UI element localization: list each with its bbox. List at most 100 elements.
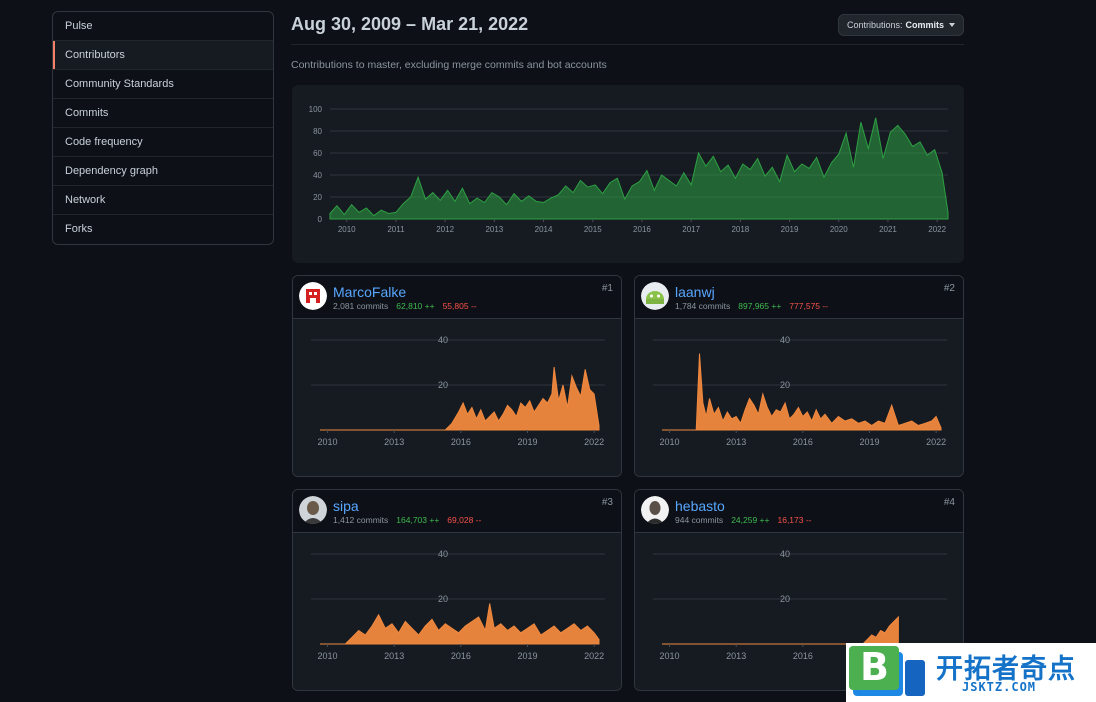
x-tick-label: 2019 xyxy=(517,437,537,447)
chart-subtitle: Contributions to master, excluding merge… xyxy=(291,59,607,71)
contributor-chart[interactable]: 20 40 2010 2013 2016 2019 2022 xyxy=(293,319,621,476)
x-tick-label: 2021 xyxy=(879,225,897,234)
contributor-card: MarcoFalke 2,081 commits 62,810 ++ 55,805 … xyxy=(292,275,622,477)
x-tick-label: 2013 xyxy=(726,437,746,447)
commit-count[interactable]: 1,784 commits xyxy=(675,301,731,311)
x-tick-label: 2019 xyxy=(781,225,799,234)
watermark-title: 开拓者奇点 xyxy=(936,654,1076,685)
contributor-rank: #4 xyxy=(943,497,955,508)
watermark-logo-letter: B xyxy=(860,645,889,689)
x-tick-label: 2022 xyxy=(928,225,946,234)
x-tick-label: 2013 xyxy=(384,651,404,661)
header-divider xyxy=(291,44,964,45)
deletions-count: 777,575 -- xyxy=(789,301,829,311)
x-tick-label: 2019 xyxy=(859,437,879,447)
x-tick-label: 2019 xyxy=(517,651,537,661)
contributor-rank: #1 xyxy=(601,283,613,294)
contributions-prefix: Contributions: xyxy=(846,20,903,30)
contributor-stats: 1,784 commits 897,965 ++ 777,575 -- xyxy=(675,301,828,311)
sidebar-item-contributors[interactable]: Contributors xyxy=(53,41,273,70)
x-tick-label: 2012 xyxy=(436,225,454,234)
y-tick-label: 20 xyxy=(438,380,448,390)
x-tick-label: 2014 xyxy=(535,225,553,234)
series-area xyxy=(329,117,949,220)
y-tick-label: 40 xyxy=(438,549,448,559)
y-tick-label: 20 xyxy=(313,193,322,202)
contributor-rank: #2 xyxy=(943,283,955,294)
contributor-chart-svg: 20 40 2010 2013 2016 2019 2022 xyxy=(311,549,605,661)
y-tick-label: 20 xyxy=(780,594,790,604)
photo-avatar[interactable] xyxy=(641,496,669,524)
sidebar-item-dependency-graph[interactable]: Dependency graph xyxy=(53,157,273,186)
x-tick-label: 2010 xyxy=(338,225,356,234)
contributor-username[interactable]: hebasto xyxy=(675,498,725,514)
contributor-card-header: sipa 1,412 commits 164,703 ++ 69,028 -- #3 xyxy=(293,490,621,533)
x-tick-label: 2010 xyxy=(660,437,680,447)
contributor-username[interactable]: laanwj xyxy=(675,284,715,300)
contributor-chart[interactable]: 20 40 2010 2013 2016 2019 2022 xyxy=(635,319,963,476)
x-tick-label: 2010 xyxy=(318,651,338,661)
x-tick-label: 2022 xyxy=(926,437,946,447)
contributor-chart-svg: 20 40 2010 2013 2016 2019 2022 xyxy=(311,335,605,447)
series-area xyxy=(662,353,942,431)
y-tick-label: 60 xyxy=(313,149,322,158)
additions-count: 24,259 ++ xyxy=(731,515,770,525)
contributor-username[interactable]: MarcoFalke xyxy=(333,284,407,300)
contributor-username[interactable]: sipa xyxy=(333,498,359,514)
red-robot-avatar[interactable] xyxy=(299,282,327,310)
deletions-count: 16,173 -- xyxy=(777,515,812,525)
x-tick-label: 2013 xyxy=(384,437,404,447)
site-watermark: B 开拓者奇点 JSKTZ.COM xyxy=(846,643,1096,702)
sidebar-item-forks[interactable]: Forks xyxy=(65,223,93,235)
x-tick-label: 2016 xyxy=(793,651,813,661)
watermark-logo-icon xyxy=(849,646,925,696)
contributor-card-header: laanwj 1,784 commits 897,965 ++ 777,575 --… xyxy=(635,276,963,319)
contributor-chart-svg: 20 40 2010 2013 2016 2019 2022 xyxy=(653,335,947,447)
series-area xyxy=(662,615,899,645)
insights-sidebar: Pulse Contributors Community Standards C… xyxy=(52,11,274,245)
contributions-type-dropdown[interactable]: Contributions: Commits xyxy=(838,14,964,36)
contributor-stats: 2,081 commits 62,810 ++ 55,805 -- xyxy=(333,301,477,311)
y-tick-label: 100 xyxy=(309,105,323,114)
contributor-card: sipa 1,412 commits 164,703 ++ 69,028 -- #3… xyxy=(292,489,622,691)
series-area xyxy=(320,603,600,645)
sidebar-item-code-frequency[interactable]: Code frequency xyxy=(53,128,273,157)
contributor-stats: 944 commits 24,259 ++ 16,173 -- xyxy=(675,515,812,525)
green-android-avatar[interactable] xyxy=(641,282,669,310)
commit-count[interactable]: 1,412 commits xyxy=(333,515,389,525)
overall-contributions-chart[interactable]: 0 20 40 60 80 100 2010 2011 2012 2013 2014 2015 2016… xyxy=(292,85,964,263)
sidebar-item-pulse[interactable]: Pulse xyxy=(53,12,273,41)
contributor-stats: 1,412 commits 164,703 ++ 69,028 -- xyxy=(333,515,481,525)
x-tick-label: 2022 xyxy=(584,651,604,661)
x-tick-label: 2018 xyxy=(731,225,749,234)
x-tick-label: 2010 xyxy=(660,651,680,661)
contributor-card-header: MarcoFalke 2,081 commits 62,810 ++ 55,805 … xyxy=(293,276,621,319)
additions-count: 164,703 ++ xyxy=(396,515,440,525)
y-tick-label: 40 xyxy=(313,171,322,180)
contributor-card-header: hebasto 944 commits 24,259 ++ 16,173 -- #4 xyxy=(635,490,963,533)
overall-contributions-svg: 0 20 40 60 80 100 2010 2011 2012 2013 2014 2015 2016… xyxy=(309,105,949,234)
contributor-chart[interactable]: 20 40 2010 2013 2016 2019 2022 xyxy=(293,533,621,690)
caret-down-icon xyxy=(949,23,956,27)
additions-count: 897,965 ++ xyxy=(738,301,782,311)
x-tick-label: 2016 xyxy=(793,437,813,447)
x-tick-label: 2013 xyxy=(485,225,503,234)
x-tick-label: 2013 xyxy=(726,651,746,661)
x-tick-label: 2010 xyxy=(318,437,338,447)
y-tick-label: 40 xyxy=(438,335,448,345)
contributor-rank: #3 xyxy=(601,497,613,508)
x-tick-label: 2017 xyxy=(682,225,700,234)
sidebar-item-commits[interactable]: Commits xyxy=(53,99,273,128)
x-tick-label: 2022 xyxy=(584,437,604,447)
commit-count[interactable]: 944 commits xyxy=(675,515,724,525)
x-tick-label: 2011 xyxy=(387,225,405,234)
series-area xyxy=(320,366,600,431)
y-tick-label: 20 xyxy=(438,594,448,604)
sidebar-item-community-standards[interactable]: Community Standards xyxy=(53,70,273,99)
sidebar-item-network[interactable]: Network xyxy=(53,186,273,215)
watermark-url: JSKTZ.COM xyxy=(962,680,1037,694)
deletions-count: 55,805 -- xyxy=(442,301,477,311)
commit-count[interactable]: 2,081 commits xyxy=(333,301,389,311)
y-tick-label: 0 xyxy=(318,215,323,224)
photo-avatar[interactable] xyxy=(299,496,327,524)
